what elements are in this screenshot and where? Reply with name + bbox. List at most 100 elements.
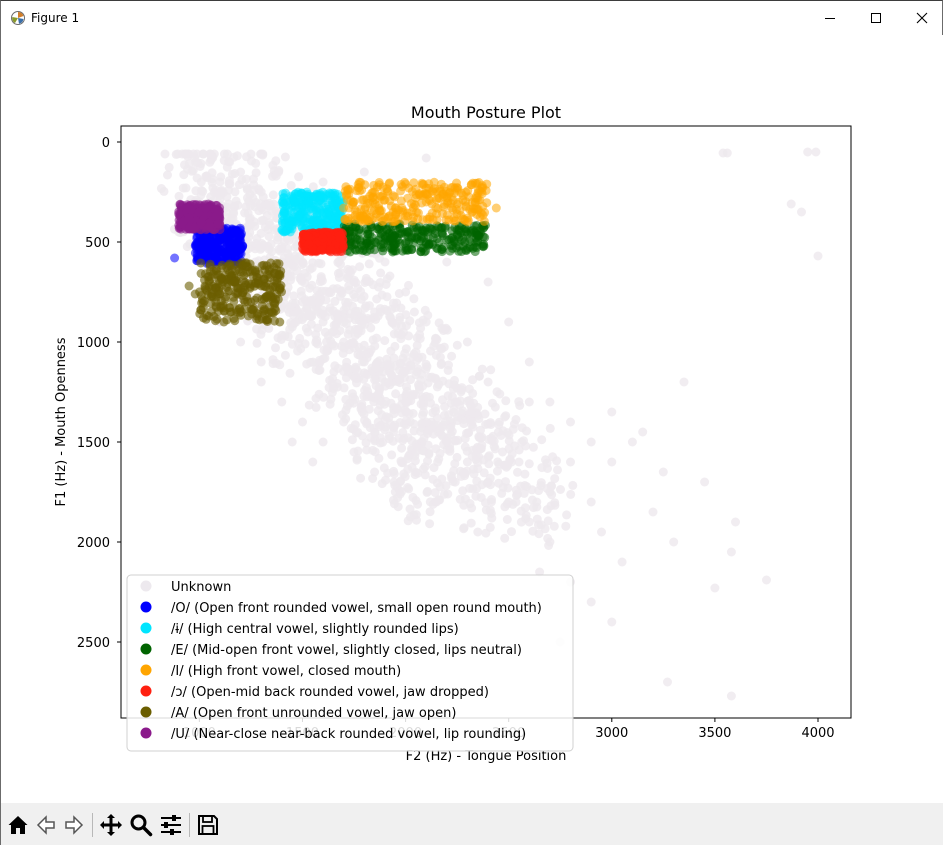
- scatter-point: [171, 149, 181, 159]
- scatter-point: [474, 371, 484, 381]
- scatter-point: [350, 205, 360, 215]
- scatter-point: [436, 360, 446, 370]
- scatter-point: [408, 492, 418, 502]
- scatter-point: [290, 242, 300, 252]
- scatter-point: [418, 243, 428, 253]
- save-button[interactable]: [196, 813, 220, 837]
- close-button[interactable]: [899, 1, 944, 35]
- scatter-point: [450, 459, 460, 469]
- scatter-point: [252, 324, 262, 334]
- title-bar[interactable]: Figure 1: [1, 1, 942, 35]
- scatter-point: [221, 249, 231, 259]
- scatter-point: [377, 217, 387, 226]
- legend-entry: /O/ (Open front rounded vowel, small ope…: [140, 601, 542, 616]
- figure-canvas[interactable]: 1000150020002500300035004000 05001000150…: [1, 35, 943, 803]
- scatter-point: [324, 383, 334, 393]
- scatter-point: [424, 449, 434, 459]
- scatter-point: [318, 177, 328, 187]
- matplotlib-app-icon: [11, 11, 25, 25]
- legend-label: /ɨ/ (High central vowel, slightly rounde…: [171, 622, 459, 637]
- scatter-point: [389, 469, 399, 479]
- scatter-point: [370, 307, 380, 317]
- scatter-point: [402, 227, 412, 237]
- scatter-point: [440, 402, 450, 412]
- scatter-point: [421, 391, 431, 401]
- scatter-point: [341, 182, 351, 192]
- zoom-button[interactable]: [129, 813, 153, 837]
- scatter-point: [586, 597, 596, 607]
- scatter-point: [304, 239, 314, 249]
- scatter-point: [390, 480, 400, 490]
- scatter-point: [271, 156, 281, 166]
- y-axis-label: F1 (Hz) - Mouth Openness: [54, 337, 69, 506]
- scatter-point: [197, 298, 207, 308]
- legend-label: /ɔ/ (Open-mid back rounded vowel, jaw dr…: [171, 685, 489, 700]
- scatter-point: [352, 378, 361, 388]
- scatter-point: [265, 264, 274, 274]
- scatter-point: [356, 473, 366, 483]
- scatter-chart: 1000150020002500300035004000 05001000150…: [54, 103, 852, 764]
- scatter-point: [390, 487, 400, 497]
- y-tick-label: 0: [102, 136, 110, 151]
- scatter-point: [353, 325, 363, 334]
- scatter-point: [450, 375, 459, 385]
- scatter-point: [432, 209, 441, 219]
- scatter-point: [264, 323, 274, 333]
- home-button[interactable]: [6, 813, 30, 837]
- back-button[interactable]: [34, 813, 58, 837]
- scatter-point: [304, 311, 314, 321]
- close-icon: [916, 12, 928, 24]
- scatter-point: [726, 547, 736, 557]
- scatter-point: [411, 447, 421, 457]
- scatter-point: [391, 389, 401, 399]
- scatter-point: [326, 288, 336, 298]
- scatter-point: [586, 437, 596, 447]
- scatter-point: [213, 219, 223, 229]
- scatter-point: [201, 203, 210, 213]
- scatter-point: [566, 489, 576, 499]
- scatter-point: [442, 191, 452, 201]
- scatter-point: [514, 397, 524, 407]
- scatter-point: [439, 342, 449, 352]
- scatter-point: [502, 515, 512, 524]
- scatter-point: [390, 341, 400, 351]
- scatter-point: [710, 583, 720, 593]
- scatter-point: [262, 293, 272, 303]
- maximize-button[interactable]: [853, 1, 899, 35]
- scatter-point: [462, 213, 472, 223]
- scatter-point: [256, 187, 266, 197]
- scatter-point: [275, 360, 285, 370]
- scatter-point: [411, 193, 421, 203]
- scatter-point: [410, 456, 420, 466]
- minimize-button[interactable]: [807, 1, 853, 35]
- scatter-point: [184, 281, 194, 291]
- scatter-point: [401, 397, 411, 407]
- scatter-point: [762, 575, 771, 585]
- configure-subplots-button[interactable]: [159, 813, 183, 837]
- scatter-point: [178, 217, 188, 227]
- scatter-point: [434, 454, 444, 464]
- scatter-point: [494, 420, 504, 430]
- scatter-point: [242, 152, 251, 162]
- scatter-point: [390, 239, 400, 249]
- scatter-point: [410, 470, 420, 480]
- legend-marker: [140, 664, 152, 676]
- scatter-point: [472, 484, 482, 493]
- scatter-point: [511, 415, 521, 424]
- scatter-point: [339, 337, 349, 347]
- scatter-point: [372, 333, 381, 343]
- scatter-point: [293, 189, 303, 199]
- scatter-point: [811, 147, 821, 157]
- scatter-point: [389, 353, 399, 363]
- scatter-point: [556, 485, 565, 494]
- legend: Unknown/O/ (Open front rounded vowel, sm…: [126, 574, 574, 752]
- legend-label: /E/ (Mid-open front vowel, slightly clos…: [171, 643, 522, 658]
- scatter-point: [401, 179, 411, 189]
- scatter-point: [477, 183, 487, 193]
- scatter-point: [452, 397, 462, 407]
- scatter-point: [164, 162, 174, 172]
- pan-button[interactable]: [99, 813, 123, 837]
- scatter-point: [374, 453, 384, 463]
- forward-button[interactable]: [62, 813, 86, 837]
